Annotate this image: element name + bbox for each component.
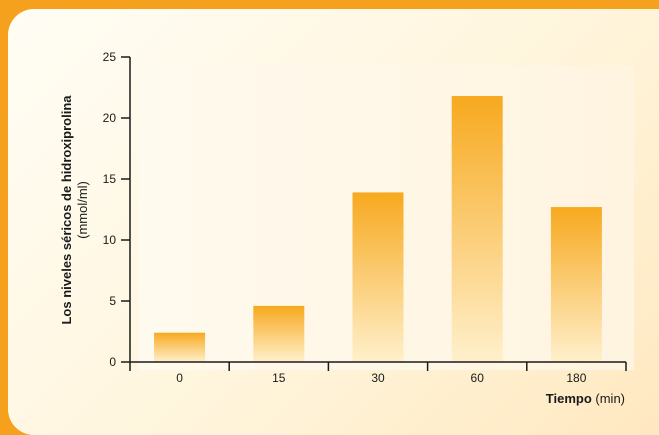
x-axis-title-main: Tiempo [546, 391, 592, 406]
y-axis-title: Los niveles séricos de hidroxiprolina [59, 95, 74, 325]
y-axis-unit: (mmol/ml) [75, 181, 90, 239]
y-tick-label: 25 [103, 50, 117, 64]
bar-0 [154, 332, 206, 362]
y-tick-label: 10 [103, 233, 117, 247]
bars-group [154, 96, 602, 362]
x-tick-label: 0 [176, 371, 183, 385]
x-axis-title: Tiempo (min) [546, 391, 625, 406]
x-tick-label: 15 [272, 371, 286, 385]
y-tick-label: 20 [103, 111, 117, 125]
y-tick-label: 0 [109, 355, 116, 369]
bar-30 [352, 192, 404, 362]
x-tick-label: 30 [371, 371, 385, 385]
bar-15 [253, 305, 305, 362]
y-tick-label: 5 [109, 294, 116, 308]
x-tick-label: 180 [566, 371, 586, 385]
x-tick-label: 60 [471, 371, 485, 385]
x-axis-title-unit: (min) [592, 391, 625, 406]
bar-60 [451, 96, 503, 362]
axes-group: 0 5 10 15 20 25 0 15 30 60 180 [103, 50, 627, 385]
y-tick-label: 15 [103, 172, 117, 186]
bar-180 [550, 207, 602, 362]
